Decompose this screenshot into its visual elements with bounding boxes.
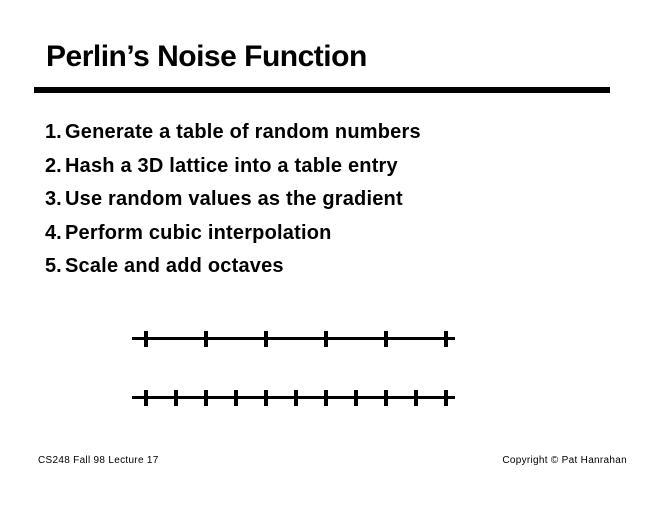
lattice-tick [204, 331, 208, 347]
lattice-axis [132, 337, 455, 340]
lattice-tick [144, 331, 148, 347]
list-item-text: Perform cubic interpolation [65, 221, 332, 244]
list-item-number: 3. [45, 188, 62, 210]
footer-course-label: CS248 Fall 98 Lecture 17 [38, 455, 159, 466]
lattice-tick [354, 390, 358, 406]
list-item: 1. Generate a table of random numbers [45, 116, 421, 150]
footer-copyright: Copyright © Pat Hanrahan [502, 455, 627, 466]
lattice-tick [444, 331, 448, 347]
lattice-line-fine [132, 390, 455, 406]
steps-list: 1. Generate a table of random numbers 2.… [45, 116, 421, 284]
list-item-text: Use random values as the gradient [65, 188, 403, 210]
list-item-number: 2. [45, 154, 62, 177]
list-item-number: 4. [45, 221, 62, 244]
list-item: 3. Use random values as the gradient [45, 183, 421, 217]
lattice-tick [324, 390, 328, 406]
list-item: 2. Hash a 3D lattice into a table entry [45, 150, 421, 184]
list-item-text: Scale and add octaves [65, 255, 284, 277]
lattice-axis [132, 396, 455, 399]
lattice-tick [174, 390, 178, 406]
lattice-line-coarse [132, 331, 455, 347]
lattice-tick [384, 390, 388, 406]
lattice-tick [264, 390, 268, 406]
lattice-tick [444, 390, 448, 406]
title-rule [34, 87, 610, 93]
list-item: 5. Scale and add octaves [45, 250, 421, 284]
lattice-tick [414, 390, 418, 406]
list-item-number: 5. [45, 255, 62, 277]
slide-title: Perlin’s Noise Function [46, 40, 367, 73]
list-item: 4. Perform cubic interpolation [45, 217, 421, 251]
lattice-tick [234, 390, 238, 406]
lattice-tick [204, 390, 208, 406]
lattice-tick [324, 331, 328, 347]
list-item-number: 1. [45, 121, 62, 143]
lattice-tick [264, 331, 268, 347]
list-item-text: Hash a 3D lattice into a table entry [65, 154, 398, 177]
lattice-tick [144, 390, 148, 406]
list-item-text: Generate a table of random numbers [65, 121, 421, 143]
lattice-tick [384, 331, 388, 347]
lattice-tick [294, 390, 298, 406]
